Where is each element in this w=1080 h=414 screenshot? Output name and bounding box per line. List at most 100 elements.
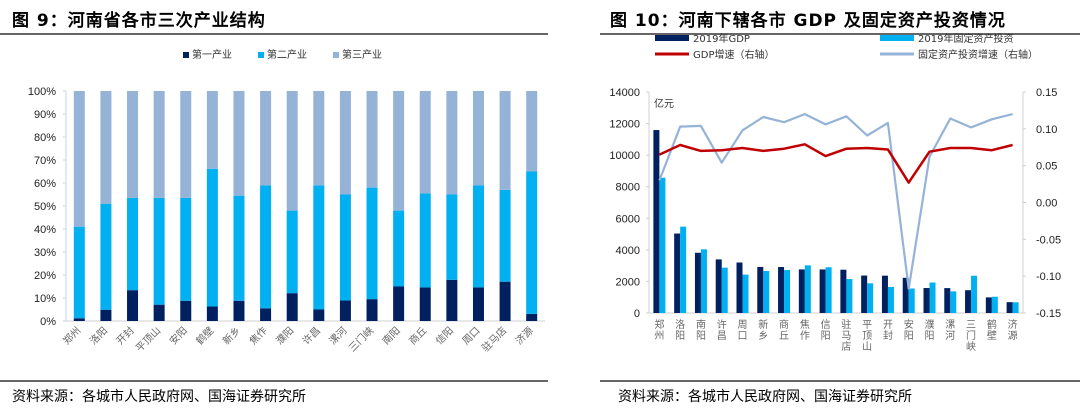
investment-bar [929, 282, 936, 313]
x-tick-label: 开封 [113, 324, 136, 347]
x-tick-label-char: 平 [862, 320, 872, 331]
investment-bar [1012, 302, 1019, 313]
gdp-investment-chart: 2019年GDP 2019年固定资产投资 GDP增速（右轴） 固定资产投资增速（右轴）… [609, 32, 1061, 353]
bar-segment-2 [153, 197, 165, 305]
bar-segment-3 [393, 91, 405, 211]
x-tick-label-char: 阳 [696, 330, 706, 342]
bar-segment-1 [233, 300, 245, 321]
bar-segment-1 [499, 281, 511, 321]
bar-segment-2 [73, 226, 85, 319]
gdp-bar [819, 269, 826, 313]
x-tick-label-char: 源 [1008, 329, 1018, 342]
bar-segment-2 [233, 195, 245, 301]
x-tick-label: 驻马店 [479, 324, 509, 354]
investment-bar [804, 265, 811, 313]
y-tick-label: 50% [34, 201, 56, 213]
bar-segment-1 [472, 287, 484, 321]
title-divider [600, 33, 1080, 35]
investment-growth-line [658, 112, 1013, 290]
legend-label-3: 第三产业 [342, 48, 382, 61]
investment-bar [721, 267, 728, 313]
gdp-bar [653, 130, 660, 313]
bar-segment-3 [472, 91, 484, 186]
x-tick-label-char: 开 [883, 320, 893, 331]
investment-bar [763, 271, 770, 313]
bar-segment-3 [499, 91, 511, 190]
y-tick-label: 80% [34, 132, 56, 144]
right-tick-label: 0.00 [1036, 198, 1057, 210]
x-tick-label: 南阳 [379, 324, 402, 347]
bar-segment-3 [153, 91, 165, 198]
legend-swatch-1 [183, 52, 189, 58]
x-tick-label-char: 济 [1008, 318, 1018, 331]
bar-segment-2 [499, 189, 511, 282]
x-tick-label: 洛阳 [87, 324, 110, 347]
right-tick-label: 0.10 [1036, 124, 1057, 136]
x-tick-label-char: 漯 [945, 319, 955, 331]
unit-label: 亿元 [654, 97, 674, 110]
x-tick-label: 商丘 [406, 324, 429, 347]
left-tick-label: 6000 [616, 213, 640, 225]
investment-bar [991, 296, 998, 313]
left-tick-label: 8000 [616, 182, 640, 194]
investment-bar [659, 177, 666, 313]
legend-swatch-2 [880, 35, 914, 41]
x-tick-label-char: 阳 [675, 330, 685, 342]
source-divider [600, 380, 1080, 382]
bar-segment-1 [100, 309, 112, 321]
investment-bar [971, 275, 978, 313]
figure-9-panel: 图 9：河南省各市三次产业结构 第一产业 第二产业 第三产业 0% 10% 20% 30% 4… [0, 11, 548, 405]
x-tick-label-char: 峡 [966, 340, 976, 353]
gdp-bar [1006, 302, 1013, 313]
legend-label-2: 2019年固定资产投资 [918, 32, 1013, 45]
x-tick-label-char: 马 [841, 330, 851, 342]
bar-segment-3 [73, 91, 85, 227]
bar-segment-1 [526, 313, 538, 321]
bar-segment-3 [233, 91, 245, 196]
bar-segment-2 [100, 203, 112, 310]
bar-segment-3 [313, 91, 325, 186]
bar-segment-1 [73, 318, 85, 321]
x-tick-label-char: 洛 [675, 318, 685, 331]
gdp-bar [923, 288, 930, 313]
x-tick-label-char: 河 [945, 330, 955, 342]
bar-segment-3 [206, 91, 218, 169]
bar-segment-2 [260, 185, 272, 309]
x-tick-label-char: 安 [904, 318, 914, 331]
x-tick-label: 鹤壁 [193, 324, 216, 347]
figure-10-source: 资料来源：各城市人民政府网、国海证券研究所 [618, 389, 912, 405]
investment-bar [784, 270, 791, 313]
x-tick-label-char: 阳 [904, 330, 914, 342]
right-tick-label: -0.10 [1036, 271, 1061, 283]
investment-bar [887, 286, 894, 313]
y-tick-label: 0% [40, 316, 56, 328]
source-divider [0, 380, 548, 382]
x-tick-label: 焦作 [246, 324, 269, 347]
gdp-bar [965, 290, 972, 313]
bar-segment-1 [127, 290, 139, 321]
investment-bar [700, 249, 707, 313]
y-tick-label: 20% [34, 270, 56, 282]
bar-segment-2 [472, 185, 484, 288]
bar-segment-2 [366, 187, 378, 300]
gdp-growth-line [658, 143, 1013, 184]
bar-segment-3 [446, 91, 458, 195]
x-tick-label-char: 许 [717, 319, 727, 331]
industry-structure-chart: 第一产业 第二产业 第三产业 0% 10% 20% 30% 40% 50% 60% 70% 80% 90… [28, 48, 545, 355]
bar-segment-1 [260, 308, 272, 321]
bar-segment-1 [153, 304, 165, 321]
bar-segment-3 [366, 91, 378, 188]
x-tick-label-char: 店 [841, 340, 851, 353]
figure-9-source: 资料来源：各城市人民政府网、国海证券研究所 [12, 389, 306, 405]
x-tick-label-char: 三 [966, 320, 976, 331]
bar-segment-3 [339, 91, 351, 195]
investment-bar [680, 226, 687, 313]
left-tick-label: 4000 [616, 245, 640, 257]
x-tick-label: 平顶山 [134, 325, 164, 355]
gdp-bar [757, 266, 764, 313]
x-tick-label-char: 信 [821, 319, 831, 331]
bar-segment-3 [127, 91, 139, 198]
gdp-bar [694, 252, 701, 313]
x-tick-label: 周口 [460, 325, 483, 348]
right-tick-label: 0.15 [1036, 87, 1057, 99]
